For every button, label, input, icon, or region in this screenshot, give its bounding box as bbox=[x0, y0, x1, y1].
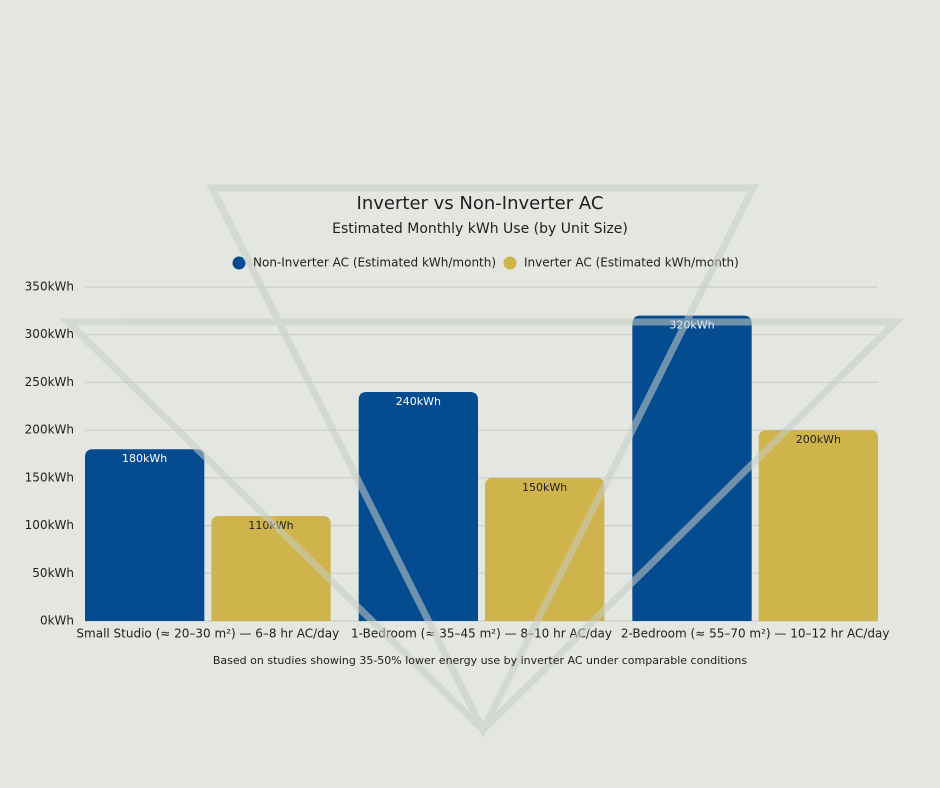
bar bbox=[85, 449, 205, 621]
decoration bbox=[59, 184, 905, 738]
y-tick-label: 300kWh bbox=[25, 327, 74, 341]
y-tick-label: 100kWh bbox=[25, 518, 74, 532]
value-label: 200kWh bbox=[796, 433, 841, 446]
chart-subtitle: Estimated Monthly kWh Use (by Unit Size) bbox=[332, 221, 628, 237]
legend-label: Non-Inverter AC (Estimated kWh/month) bbox=[253, 256, 496, 270]
bar bbox=[485, 477, 605, 621]
legend-marker bbox=[232, 256, 246, 270]
triangle bbox=[59, 318, 905, 735]
bar bbox=[211, 516, 331, 621]
legend-label: Inverter AC (Estimated kWh/month) bbox=[524, 256, 739, 270]
y-tick-label: 150kWh bbox=[25, 470, 74, 484]
y-tick-label: 250kWh bbox=[25, 375, 74, 389]
bar bbox=[758, 430, 878, 621]
bar bbox=[632, 315, 752, 621]
x-tick-label: 2-Bedroom (≈ 55–70 m²) — 10–12 hr AC/day bbox=[621, 627, 890, 641]
value-label: 150kWh bbox=[522, 481, 567, 494]
plot: 0kWh 50kWh 100kWh 150kWh 200kWh 250kWh 300kWh 3… bbox=[25, 256, 890, 641]
chart-title: Inverter vs Non-Inverter AC bbox=[357, 193, 604, 214]
x-tick-label: Small Studio (≈ 20–30 m²) — 6–8 hr AC/da… bbox=[76, 627, 339, 641]
value-label: 180kWh bbox=[122, 452, 167, 465]
footnote: Based on studies showing 35-50% lower en… bbox=[213, 654, 747, 667]
bar bbox=[358, 391, 478, 621]
x-tick-label: 1-Bedroom (≈ 35–45 m²) — 8–10 hr AC/day bbox=[351, 627, 612, 641]
value-label: 240kWh bbox=[396, 395, 441, 408]
y-tick-label: 50kWh bbox=[32, 566, 74, 580]
legend-marker bbox=[503, 256, 517, 270]
y-tick-label: 350kWh bbox=[25, 280, 74, 294]
y-tick-label: 200kWh bbox=[25, 423, 74, 437]
triangle bbox=[206, 184, 759, 738]
y-tick-label: 0kWh bbox=[40, 614, 74, 628]
